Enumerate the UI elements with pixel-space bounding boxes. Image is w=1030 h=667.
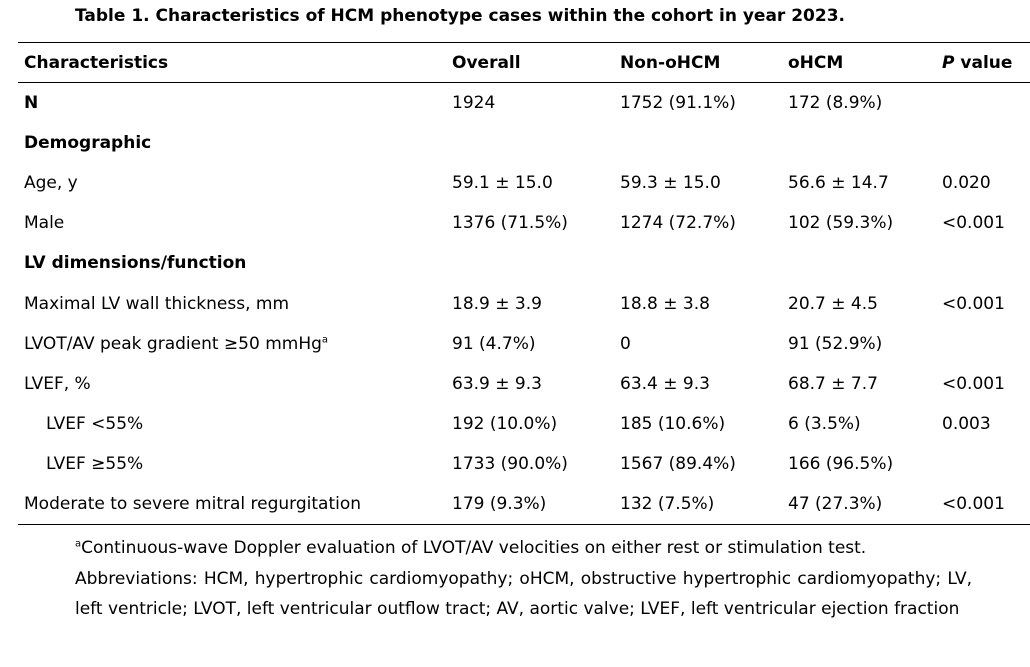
cell-p-value bbox=[936, 83, 1030, 124]
header-non-ohcm: Non-oHCM bbox=[614, 42, 782, 83]
cell-ohcm: 47 (27.3%) bbox=[782, 483, 936, 526]
footnote-a: aContinuous-wave Doppler evaluation of L… bbox=[75, 533, 972, 563]
table-row: Male 1376 (71.5%) 1274 (72.7%) 102 (59.3… bbox=[18, 203, 1030, 243]
cell-non-ohcm: 132 (7.5%) bbox=[614, 483, 782, 526]
cell-non-ohcm: 18.8 ± 3.8 bbox=[620, 293, 710, 314]
header-p-letter: P bbox=[942, 52, 955, 73]
cell-overall: 18.9 ± 3.9 bbox=[452, 293, 542, 314]
header-p-value: P value bbox=[936, 42, 1030, 83]
table-row: Moderate to severe mitral regurgitation … bbox=[18, 483, 1030, 526]
cell-p-value bbox=[936, 123, 1030, 163]
cell-non-ohcm: 1752 (91.1%) bbox=[620, 93, 736, 114]
cell-p-value: 0.003 bbox=[942, 413, 991, 434]
row-label: LVEF <55% bbox=[46, 413, 144, 434]
cell-ohcm: 20.7 ± 4.5 bbox=[788, 293, 878, 314]
row-label-cell: LVOT/AV peak gradient ≥50 mmHga bbox=[18, 324, 446, 364]
cell-non-ohcm: 1274 (72.7%) bbox=[620, 213, 736, 234]
cell-p-value bbox=[936, 444, 1030, 484]
cell-non-ohcm: 59.3 ± 15.0 bbox=[620, 173, 721, 194]
cell-ohcm: 91 (52.9%) bbox=[788, 333, 883, 354]
footnote-marker: a bbox=[321, 333, 329, 345]
section-label: LV dimensions/function bbox=[24, 253, 247, 274]
footnote-a-text: Continuous-wave Doppler evaluation of LV… bbox=[81, 538, 867, 558]
cell-p-value bbox=[936, 243, 1030, 283]
row-label: Age, y bbox=[24, 173, 78, 194]
row-label: Maximal LV wall thickness, mm bbox=[24, 293, 290, 314]
row-label: N bbox=[24, 93, 39, 114]
cell-p-value bbox=[936, 324, 1030, 364]
cell-p-value: <0.001 bbox=[942, 213, 1005, 234]
table-row: LV dimensions/function bbox=[18, 243, 1030, 283]
cell-overall: 1376 (71.5%) bbox=[452, 213, 568, 234]
cell-non-ohcm: 63.4 ± 9.3 bbox=[620, 373, 710, 394]
cell-ohcm: 102 (59.3%) bbox=[788, 213, 894, 234]
cell-overall: 91 (4.7%) bbox=[452, 333, 536, 354]
cell-overall bbox=[446, 123, 614, 163]
cell-overall: 1924 bbox=[452, 93, 496, 114]
cell-p-value: <0.001 bbox=[942, 373, 1005, 394]
characteristics-table: Characteristics Overall Non-oHCM oHCM P … bbox=[18, 42, 1030, 526]
header-row: Characteristics Overall Non-oHCM oHCM P … bbox=[18, 42, 1030, 83]
table-row: LVEF <55% 192 (10.0%) 185 (10.6%) 6 (3.5… bbox=[18, 404, 1030, 444]
cell-non-ohcm: 185 (10.6%) bbox=[620, 413, 726, 434]
cell-overall: 192 (10.0%) bbox=[452, 413, 558, 434]
cell-ohcm: 68.7 ± 7.7 bbox=[788, 373, 878, 394]
cell-p-value: 0.020 bbox=[942, 173, 991, 194]
table-row: Maximal LV wall thickness, mm 18.9 ± 3.9… bbox=[18, 283, 1030, 323]
cell-non-ohcm bbox=[614, 243, 782, 283]
cell-non-ohcm: 0 bbox=[620, 333, 631, 354]
table-row: Demographic bbox=[18, 123, 1030, 163]
table-row: LVEF, % 63.9 ± 9.3 63.4 ± 9.3 68.7 ± 7.7… bbox=[18, 364, 1030, 404]
cell-ohcm: 166 (96.5%) bbox=[788, 453, 894, 474]
row-label: LVEF, % bbox=[24, 373, 91, 394]
row-label: LVEF ≥55% bbox=[46, 453, 144, 474]
row-label: LVOT/AV peak gradient ≥50 mmHg bbox=[24, 333, 322, 354]
table-title: Table 1. Characteristics of HCM phenotyp… bbox=[75, 6, 845, 26]
cell-overall: 59.1 ± 15.0 bbox=[452, 173, 553, 194]
header-ohcm: oHCM bbox=[782, 42, 936, 83]
row-label: Moderate to severe mitral regurgitation bbox=[18, 483, 446, 526]
header-p-rest: value bbox=[954, 52, 1013, 73]
cell-p-value: <0.001 bbox=[942, 293, 1005, 314]
section-label: Demographic bbox=[24, 133, 152, 154]
cell-overall: 179 (9.3%) bbox=[446, 483, 614, 526]
cell-ohcm: 56.6 ± 14.7 bbox=[788, 173, 889, 194]
abbreviations-note: Abbreviations: HCM, hypertrophic cardiom… bbox=[75, 569, 972, 619]
cell-non-ohcm: 1567 (89.4%) bbox=[620, 453, 736, 474]
cell-overall: 1733 (90.0%) bbox=[452, 453, 568, 474]
cell-ohcm bbox=[782, 123, 936, 163]
footnote-a-marker: a bbox=[75, 538, 82, 550]
cell-overall bbox=[446, 243, 614, 283]
row-label: Male bbox=[24, 213, 65, 234]
table-row: LVEF ≥55% 1733 (90.0%) 1567 (89.4%) 166 … bbox=[18, 444, 1030, 484]
header-characteristics: Characteristics bbox=[18, 42, 446, 83]
cell-ohcm bbox=[782, 243, 936, 283]
cell-ohcm: 172 (8.9%) bbox=[788, 93, 883, 114]
cell-overall: 63.9 ± 9.3 bbox=[452, 373, 542, 394]
header-overall: Overall bbox=[446, 42, 614, 83]
table-row: Age, y 59.1 ± 15.0 59.3 ± 15.0 56.6 ± 14… bbox=[18, 163, 1030, 203]
table-row: LVOT/AV peak gradient ≥50 mmHga 91 (4.7%… bbox=[18, 324, 1030, 364]
cell-ohcm: 6 (3.5%) bbox=[788, 413, 861, 434]
table-row: N 1924 1752 (91.1%) 172 (8.9%) bbox=[18, 83, 1030, 124]
cell-p-value: <0.001 bbox=[936, 483, 1030, 526]
cell-non-ohcm bbox=[614, 123, 782, 163]
